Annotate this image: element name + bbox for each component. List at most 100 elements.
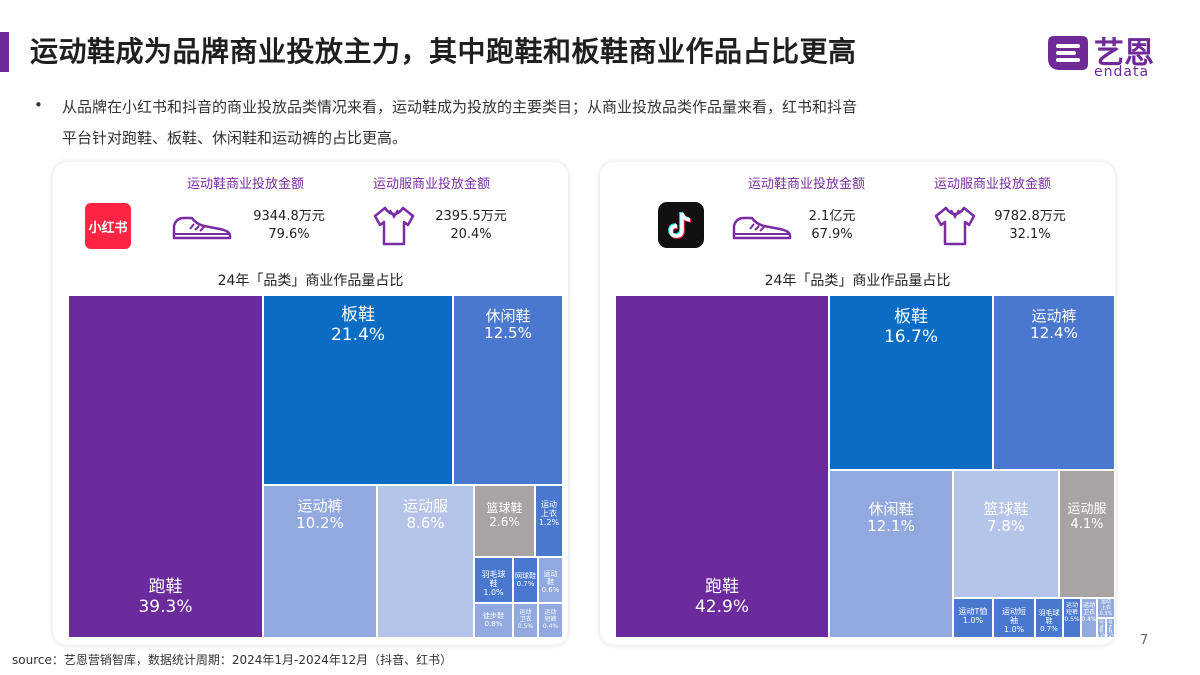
page-title: 运动鞋成为品牌商业投放主力，其中跑鞋和板鞋商业作品占比更高 (30, 35, 857, 68)
shoes-share: 79.6% (268, 227, 310, 242)
shoes-amount: 9344.8万元 (253, 209, 325, 224)
treemap-cell-value: 0.5% (517, 622, 534, 630)
treemap-cell: 徒步鞋 0.8% (474, 603, 513, 638)
treemap-cell-value: 0.8% (484, 620, 503, 629)
treemap-cell-value: 1.0% (1003, 625, 1025, 635)
treemap-cell-value: 12.5% (484, 324, 532, 343)
bullet-point: • (34, 96, 43, 114)
title-accent-bar (0, 32, 9, 72)
logo-en-text: endata (1094, 64, 1150, 80)
treemap-cell: 运动裤 10.2% (263, 485, 377, 638)
douyin-panel: 运动鞋商业投放金额 运动服商业投放金额 2.1亿元 67.9% 9782.8万元… (600, 162, 1115, 645)
treemap-cell-label: 网球鞋 (515, 572, 536, 580)
shoes-spend-label: 运动鞋商业投放金额 (748, 177, 866, 192)
treemap-cell-value: 1.2% (538, 518, 560, 528)
treemap-cell: 运动 卫衣 0.5% (513, 603, 538, 638)
treemap-title: 24年「品类」商业作品量占比 (764, 273, 951, 289)
treemap-cell: 运动服 8.6% (377, 485, 474, 638)
description-line-1: 从品牌在小红书和抖音的商业投放品类情况来看，运动鞋成为投放的主要类目；从商业投放… (62, 98, 858, 116)
treemap-cell-value: 21.4% (330, 324, 385, 345)
shoes-amount: 2.1亿元 (808, 209, 856, 224)
treemap-cell-value: 12.4% (1030, 324, 1078, 343)
treemap-cell-label: 篮球鞋 (486, 501, 523, 515)
treemap-cell-value: 0.7% (1040, 625, 1058, 634)
treemap-cell-value: 0.6% (541, 586, 560, 595)
treemap-cell: 运动T恤 1.0% (953, 598, 993, 638)
treemap-cell-value: 7.8% (986, 517, 1026, 536)
shirt-icon (934, 206, 976, 246)
treemap-cell-value: 1.0% (962, 616, 984, 626)
treemap-cell: 跑鞋 42.9% (615, 295, 829, 638)
endata-logo-icon (1048, 36, 1088, 70)
treemap-cell-label: 休闲鞋 (868, 500, 914, 518)
treemap-cell: 运动 鞋 0.6% (538, 557, 563, 603)
treemap-cell-label: 跑鞋 (705, 577, 739, 597)
description-line-2: 平台针对跑鞋、板鞋、休闲鞋和运动裤的占比更高。 (62, 129, 408, 147)
treemap-cell-label: 运动裤 (297, 497, 343, 515)
treemap-cell-label: 徒步鞋 (483, 612, 504, 620)
treemap-cell-label: 篮球鞋 (983, 500, 1029, 518)
treemap-cell-label: 徒步 鞋 (1108, 619, 1113, 634)
shoes-spend-label: 运动鞋商业投放金额 (187, 177, 305, 192)
treemap-cell-label: 板鞋 (341, 305, 375, 325)
treemap-cell-label: 羽毛球 鞋 (481, 570, 506, 589)
treemap-cell: 板鞋 21.4% (263, 295, 453, 485)
shirt-icon (373, 206, 415, 246)
treemap-cell: 徒步 鞋0.2% (1106, 618, 1115, 638)
treemap-cell: 篮球鞋 2.6% (474, 485, 535, 557)
treemap-cell: 运动服 4.1% (1059, 470, 1115, 598)
treemap-cell-value: 2.6% (489, 514, 520, 529)
treemap-cell: 羽毛球 鞋 0.7% (1035, 598, 1063, 638)
apparel-amount: 2395.5万元 (435, 209, 507, 224)
treemap-cell: 运动 卫衣 0.4% (1081, 598, 1097, 638)
treemap-cell-value: 0.3% (1099, 610, 1113, 617)
sneaker-icon (172, 216, 232, 240)
treemap-cell: 运动 上衣 0.3% (1097, 598, 1115, 618)
treemap-cell: 休闲鞋 12.5% (453, 295, 563, 485)
sneaker-icon (732, 216, 792, 240)
apparel-spend-label: 运动服商业投放金额 (373, 177, 491, 192)
treemap-cell-value: 0.7% (516, 580, 535, 589)
douyin-note-icon (668, 211, 692, 239)
page-number: 7 (1140, 633, 1149, 648)
xiaohongshu-treemap: 跑鞋 39.3% 板鞋 21.4% 休闲鞋 12.5% 运动裤 10.2% 运动服 8.6% 篮球鞋… (53, 162, 568, 645)
treemap-cell-label: 运动 鞋 (543, 570, 558, 587)
treemap-cell-label: 运动 短裤 (1065, 602, 1078, 616)
treemap-cell: 运动 上衣 1.2% (535, 485, 563, 557)
apparel-share: 20.4% (450, 227, 492, 242)
endata-logo: 艺恩 endata (1046, 26, 1166, 84)
treemap-cell-value: 12.1% (867, 517, 915, 536)
treemap-cell: 网球 鞋0.2% (1097, 618, 1106, 638)
treemap-cell: 板鞋 16.7% (829, 295, 993, 470)
treemap-cell-label: 运动 上衣 (1100, 599, 1111, 611)
treemap-cell-label: 运动 短裤 (544, 609, 557, 623)
treemap-cell-label: 羽毛球 鞋 (1038, 609, 1060, 626)
treemap-cell-value: 10.2% (296, 514, 344, 533)
treemap-cell-label: 运动T恤 (958, 607, 988, 616)
treemap-cell-value: 1.0% (483, 588, 504, 598)
treemap-cell-label: 运动 卫衣 (519, 609, 532, 623)
apparel-spend-label: 运动服商业投放金额 (934, 177, 1052, 192)
treemap-cell-value: 0.4% (542, 622, 559, 630)
treemap-cell-label: 运动服 (1067, 502, 1107, 517)
treemap-cell-label: 运动短 袖 (1002, 607, 1026, 626)
shoes-share: 67.9% (811, 227, 853, 242)
treemap-cell-label: 运动服 (402, 497, 448, 515)
source-note: source：艺恩营销智库，数据统计周期：2024年1月-2024年12月（抖音… (12, 653, 453, 667)
treemap-cell: 运动裤 12.4% (993, 295, 1115, 470)
treemap-cell-value: 0.4% (1081, 615, 1097, 623)
logo-cn-text: 艺恩 (1094, 36, 1154, 71)
xiaohongshu-logo: 小红书 (85, 203, 131, 249)
treemap-cell: 羽毛球 鞋 1.0% (474, 557, 513, 603)
treemap-cell: 运动 短裤 0.5% (1063, 598, 1081, 638)
treemap-cell-value: 4.1% (1070, 516, 1104, 532)
treemap-title: 24年「品类」商业作品量占比 (217, 273, 404, 289)
treemap-cell-value: 8.6% (406, 514, 445, 533)
treemap-cell-value: 0.2% (1098, 632, 1106, 638)
apparel-share: 32.1% (1009, 227, 1051, 242)
treemap-cell: 跑鞋 39.3% (68, 295, 263, 638)
treemap-cell-label: 网球 鞋 (1099, 619, 1104, 634)
treemap-cell-value: 42.9% (694, 596, 749, 617)
treemap-cell-value: 16.7% (883, 326, 938, 347)
treemap-cell-label: 运动 卫衣 (1082, 602, 1095, 616)
